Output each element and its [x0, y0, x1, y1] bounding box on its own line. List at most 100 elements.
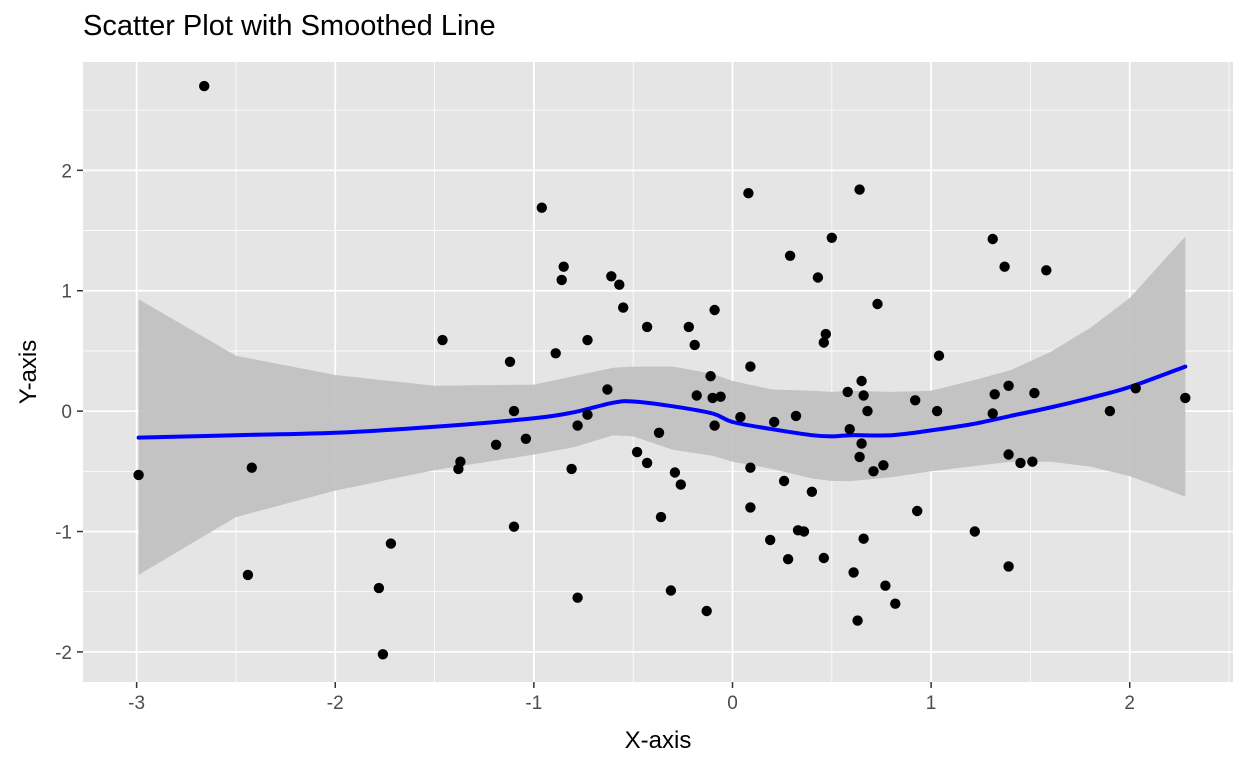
data-point — [880, 580, 891, 591]
data-point — [606, 271, 617, 282]
x-tick-label: -1 — [525, 693, 542, 714]
x-tick-label: -2 — [327, 693, 344, 714]
data-point — [1180, 392, 1191, 404]
data-point — [933, 350, 945, 361]
data-point — [826, 232, 837, 243]
data-point — [707, 392, 718, 404]
data-point — [858, 533, 869, 544]
data-point — [1003, 380, 1014, 391]
data-point — [558, 261, 569, 272]
data-point — [242, 569, 254, 581]
data-point — [641, 457, 653, 469]
data-point — [969, 526, 980, 537]
data-point — [709, 420, 720, 431]
data-point — [782, 554, 794, 565]
data-point — [1041, 265, 1052, 276]
data-point — [618, 302, 629, 313]
data-point — [709, 304, 720, 316]
data-point — [989, 389, 1000, 400]
data-point — [856, 375, 867, 387]
data-points — [133, 80, 1191, 660]
data-point — [455, 456, 466, 467]
data-point — [691, 390, 702, 401]
data-point — [1130, 383, 1141, 394]
x-tick-label: -3 — [128, 693, 145, 714]
data-point — [856, 438, 867, 449]
data-point — [765, 534, 776, 546]
data-point — [852, 615, 863, 626]
data-point — [931, 405, 943, 417]
data-point — [1015, 457, 1026, 469]
data-point — [745, 462, 756, 473]
data-point — [556, 274, 567, 286]
data-point — [862, 405, 873, 417]
data-point — [818, 552, 829, 564]
data-point — [778, 475, 790, 487]
data-point — [745, 502, 756, 513]
data-point — [631, 446, 643, 458]
data-point — [377, 649, 389, 660]
data-point — [844, 424, 855, 435]
y-tick-label: 1 — [61, 282, 72, 303]
data-point — [550, 348, 561, 359]
smoothed-line — [136, 364, 1188, 440]
axes: -3 -2 -1 0 1 2 -2 -1 0 1 2 — [55, 161, 1135, 714]
data-point — [246, 462, 257, 473]
data-point — [868, 466, 879, 477]
data-point — [818, 337, 829, 348]
data-point — [669, 467, 681, 478]
data-point — [655, 511, 667, 523]
data-point — [806, 486, 818, 497]
data-point — [890, 598, 901, 609]
data-point — [1003, 561, 1014, 572]
data-point — [508, 405, 520, 417]
data-point — [705, 371, 716, 382]
data-point — [987, 408, 998, 419]
y-tick-label: -1 — [55, 523, 72, 544]
data-point — [701, 605, 712, 617]
data-point — [385, 538, 397, 549]
data-point — [437, 334, 448, 346]
data-point — [614, 279, 625, 290]
data-point — [373, 582, 385, 594]
y-tick-label: 2 — [61, 161, 72, 182]
data-point — [784, 250, 796, 261]
y-tick-label: 0 — [61, 402, 72, 423]
data-point — [743, 188, 754, 199]
data-point — [1027, 456, 1038, 467]
data-point — [582, 409, 593, 420]
data-point — [508, 521, 520, 532]
data-point — [602, 384, 613, 395]
data-point — [910, 395, 921, 406]
data-point — [566, 463, 577, 475]
data-point — [1104, 405, 1116, 417]
data-point — [848, 567, 859, 578]
data-point — [854, 184, 865, 195]
data-point — [872, 298, 883, 310]
data-point — [798, 526, 810, 537]
x-tick-label: 2 — [1124, 693, 1135, 714]
data-point — [504, 356, 516, 367]
chart-title: Scatter Plot with Smoothed Line — [83, 10, 496, 42]
data-point — [912, 505, 923, 517]
data-point — [820, 328, 831, 340]
data-point — [790, 410, 802, 422]
data-point — [490, 439, 502, 450]
grid-lines — [83, 62, 1233, 682]
data-point — [715, 391, 726, 402]
data-point — [842, 386, 853, 398]
data-point — [987, 233, 998, 245]
data-point — [653, 427, 665, 438]
data-point — [999, 261, 1010, 272]
x-tick-label: 1 — [926, 693, 937, 714]
data-point — [812, 272, 824, 283]
data-point — [133, 469, 144, 481]
data-point — [1003, 449, 1014, 460]
data-point — [199, 80, 210, 92]
data-point — [854, 451, 865, 463]
data-point — [858, 390, 869, 401]
data-point — [769, 416, 780, 428]
data-point — [689, 339, 700, 351]
